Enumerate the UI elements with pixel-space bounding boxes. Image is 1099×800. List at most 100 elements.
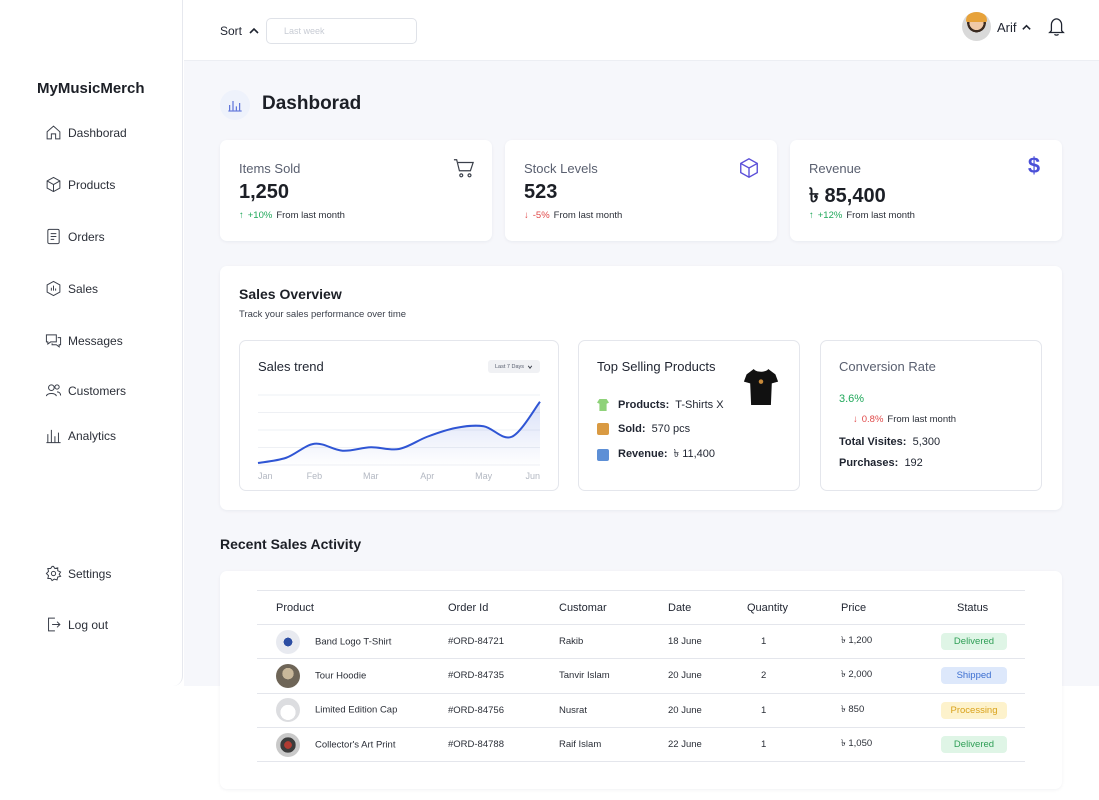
sidebar-item-label: Products: [68, 177, 116, 192]
price-cell: ৳ 1,050: [841, 727, 941, 763]
product-value: T-Shirts X: [675, 399, 724, 411]
avatar[interactable]: [962, 12, 991, 41]
date-cell: 20 June: [668, 658, 747, 694]
sidebar-item-label: Customers: [68, 383, 127, 398]
visits-label: Total Visites:: [839, 436, 907, 448]
column-header[interactable]: Order Id: [448, 590, 559, 625]
sales-trend-chart: Jan Feb Mar Apr May Jun: [257, 394, 541, 481]
gear-icon: [45, 565, 62, 582]
stat-value: 523: [524, 181, 558, 203]
sidebar-item-customers[interactable]: Customers: [45, 382, 126, 399]
sidebar-item-label: Messages: [68, 333, 123, 348]
stat-change-value: +10%: [247, 210, 273, 221]
sales-trend-panel: Sales trend Last 7 Days Jan Feb Mar Apr May J…: [239, 340, 559, 491]
sales-overview-card: Sales Overview Track your sales performa…: [220, 266, 1062, 510]
column-header[interactable]: Date: [668, 590, 747, 625]
trend-line: [257, 401, 541, 464]
sales-icon: [45, 280, 62, 297]
price-cell: ৳ 2,000: [841, 658, 941, 694]
sidebar-item-dashboard[interactable]: Dashborad: [45, 124, 127, 141]
recent-sales-table: Product Order Id Customar Date Quantity …: [257, 590, 1025, 763]
sidebar-item-products[interactable]: Products: [45, 176, 115, 193]
sidebar-item-orders[interactable]: Orders: [45, 228, 105, 245]
brand-name: MyMusicMerch: [37, 80, 145, 97]
date-cell: 20 June: [668, 693, 747, 728]
stat-change-value: -5%: [532, 210, 550, 221]
chevron-up-icon: [1021, 24, 1031, 30]
quantity-cell: 2: [747, 658, 841, 694]
sidebar-item-logout[interactable]: Log out: [45, 616, 108, 633]
column-header[interactable]: Price: [841, 590, 941, 625]
x-tick-label: May: [475, 471, 493, 481]
status-badge: Delivered: [941, 736, 1007, 754]
order-id-cell: #ORD-84788: [448, 727, 559, 763]
sidebar-item-messages[interactable]: Messages: [45, 332, 123, 349]
stat-change-text: From last month: [276, 210, 345, 221]
status-cell: Delivered: [941, 727, 1025, 763]
product-name: Collector's Art Print: [315, 739, 396, 751]
logout-icon: [45, 616, 62, 633]
status-badge: Delivered: [941, 633, 1007, 651]
range-label: Last 7 Days: [494, 363, 525, 370]
column-header[interactable]: Status: [941, 590, 1025, 625]
stat-change: ↓ -5% From last month: [524, 210, 622, 221]
bar-chart-icon: [45, 427, 62, 444]
product-thumbnail: [276, 663, 300, 688]
recent-sales-title: Recent Sales Activity: [220, 536, 362, 552]
stat-change: ↑ +12% From last month: [809, 210, 915, 221]
chat-icon: [45, 332, 62, 349]
status-cell: Shipped: [941, 658, 1025, 694]
date-range-input[interactable]: [266, 18, 417, 44]
stat-value: ৳ 85,400: [809, 185, 886, 207]
arrow-down-icon: ↓: [524, 210, 529, 221]
stat-change-text: From last month: [553, 210, 623, 221]
bell-icon[interactable]: [1048, 17, 1065, 36]
date-cell: 18 June: [668, 624, 747, 660]
home-icon: [45, 124, 62, 141]
product-name: Tour Hoodie: [315, 670, 367, 682]
top-selling-title: Top Selling Products: [597, 359, 716, 374]
order-id-cell: #ORD-84721: [448, 624, 559, 660]
top-sold-row: Sold: 570 pcs: [597, 423, 690, 435]
dashboard-icon: [220, 90, 250, 120]
quantity-cell: 1: [747, 624, 841, 660]
sort-button[interactable]: Sort: [220, 24, 260, 38]
status-cell: Processing: [941, 693, 1025, 728]
customer-cell: Rakib: [559, 624, 668, 660]
sidebar-item-sales[interactable]: Sales: [45, 280, 98, 297]
stat-card-stock-levels: Stock Levels 523 ↓ -5% From last month: [505, 140, 777, 241]
table-row[interactable]: Collector's Art Print #ORD-84788 Raif Isla…: [257, 727, 1025, 763]
stat-change-text: From last month: [846, 210, 915, 221]
range-dropdown[interactable]: Last 7 Days: [488, 360, 540, 373]
stat-label: Stock Levels: [524, 161, 598, 176]
table-row[interactable]: Limited Edition Cap #ORD-84756 Nusrat 20 Ju…: [257, 693, 1025, 728]
user-menu[interactable]: Arif: [997, 20, 1032, 35]
top-selling-panel: Top Selling Products Products: T-Shirts …: [578, 340, 800, 491]
sort-label: Sort: [220, 24, 243, 38]
stat-value: 1,250: [239, 181, 290, 203]
column-header[interactable]: Product: [257, 590, 448, 625]
product-name: Band Logo T-Shirt: [315, 636, 392, 648]
order-id-cell: #ORD-84756: [448, 693, 559, 728]
page-title: Dashborad: [262, 93, 362, 114]
sidebar-item-label: Dashborad: [68, 125, 127, 140]
column-header[interactable]: Customar: [559, 590, 668, 625]
product-thumbnail: [276, 732, 300, 757]
column-header[interactable]: Quantity: [747, 590, 841, 625]
box-icon: [45, 176, 62, 193]
cart-icon: [453, 159, 474, 178]
price-cell: ৳ 1,200: [841, 624, 941, 660]
visits-value: 5,300: [912, 436, 941, 448]
table-row[interactable]: Tour Hoodie #ORD-84735 Tanvir Islam 20 June…: [257, 658, 1025, 694]
product-cell: Collector's Art Print: [257, 727, 448, 763]
sidebar-item-analytics[interactable]: Analytics: [45, 427, 116, 444]
sidebar-item-label: Analytics: [68, 428, 117, 443]
sidebar-item-settings[interactable]: Settings: [45, 565, 111, 582]
users-icon: [45, 382, 62, 399]
stat-change: ↑ +10% From last month: [239, 210, 345, 221]
quantity-cell: 1: [747, 727, 841, 763]
shirt-icon: [597, 399, 609, 411]
customer-cell: Raif Islam: [559, 727, 668, 763]
table-row[interactable]: Band Logo T-Shirt #ORD-84721 Rakib 18 June 1…: [257, 624, 1025, 660]
sidebar-item-label: Orders: [68, 229, 105, 244]
